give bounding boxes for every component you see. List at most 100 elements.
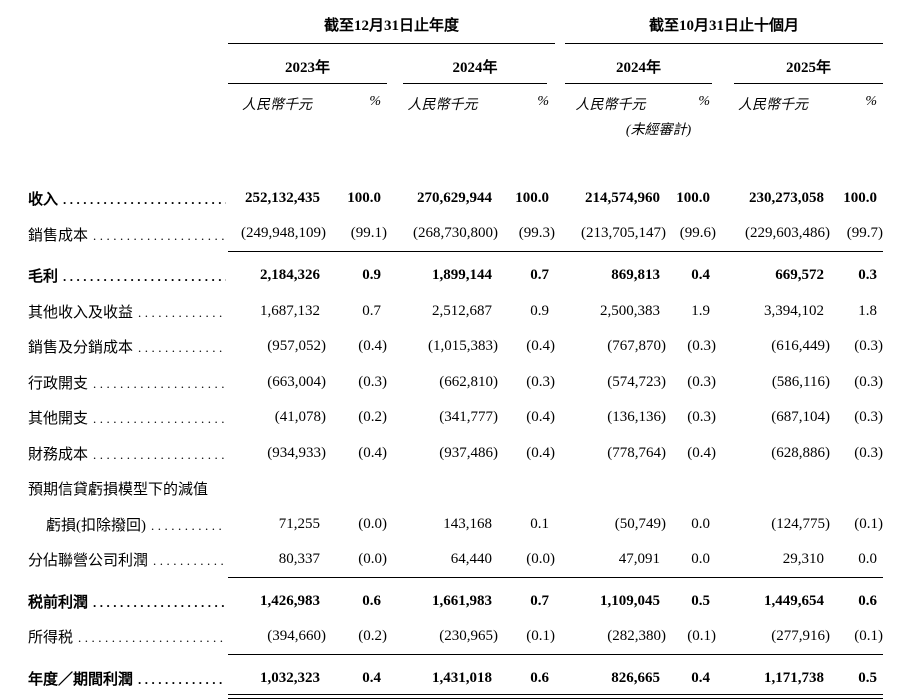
percent-cell-2024-ten-months: (0.3)	[687, 409, 716, 426]
percent-cell-2024-ten-months: 0.0	[691, 515, 710, 532]
amount-cell-2025-ten-months: (277,916)	[716, 619, 830, 655]
amount-cell-2025-ten-months: 3,394,102	[764, 302, 824, 319]
percent-cell-2025-ten-months	[830, 471, 883, 507]
dot-leader	[138, 305, 226, 321]
amount-cell-2024: 270,629,944	[417, 190, 492, 207]
dot-leader	[63, 269, 226, 285]
unit-label-rmb-thousand: 人民幣千元	[407, 98, 478, 113]
amount-cell-2023: 252,132,435	[245, 190, 320, 207]
amount-cell-2024: (937,486)	[439, 444, 498, 461]
percent-cell-2025-ten-months: (0.3)	[854, 444, 883, 461]
amount-cell-2024-ten-months: (50,749)	[614, 515, 666, 532]
row-label-cell: 預期信貸虧損模型下的減值	[28, 471, 228, 507]
percent-cell-2024-ten-months: 0.0	[666, 542, 716, 578]
amount-cell-2025-ten-months	[716, 471, 830, 507]
amount-cell-2024: (341,777)	[439, 409, 498, 426]
table-body: 收入 252,132,435 100.0 270,629,944 100.0 2…	[28, 181, 884, 699]
year-header-2024-ten-months: 2024年	[565, 44, 712, 84]
table-row: 其他收入及收益 1,687,132 0.7 2,512,687 0.9 2,50…	[28, 294, 884, 330]
percent-cell-2024-ten-months: (0.4)	[687, 444, 716, 461]
percent-cell-2025-ten-months: 1.8	[858, 302, 877, 319]
percent-cell-2024: 0.7	[530, 592, 549, 609]
amount-cell-2023: 80,337	[228, 542, 326, 578]
table-row: 分佔聯營公司利潤 80,337 (0.0) 64,440 (0.0) 47,09…	[28, 542, 884, 578]
percent-cell-2023: (0.4)	[358, 444, 387, 461]
amount-cell-2023: 2,184,326	[260, 267, 320, 284]
row-label-cell: 收入	[28, 181, 228, 217]
unit-label-rmb-thousand: 人民幣千元	[242, 98, 312, 113]
table-row: 收入 252,132,435 100.0 270,629,944 100.0 2…	[28, 181, 884, 217]
amount-cell-2023: (957,052)	[267, 338, 326, 355]
row-label: 毛利	[28, 269, 59, 286]
amount-cell-2025-ten-months: 230,273,058	[749, 190, 824, 207]
percent-cell-2024: 0.6	[498, 661, 555, 699]
amount-cell-2024-ten-months	[555, 471, 666, 507]
row-label-cell: 其他收入及收益	[28, 294, 228, 330]
percent-cell-2023: 0.9	[362, 267, 381, 284]
percent-cell-2024-ten-months: (0.3)	[687, 338, 716, 355]
amount-cell-2025-ten-months: (124,775)	[771, 515, 830, 532]
dot-leader	[93, 447, 226, 463]
percent-cell-2023: (0.0)	[358, 515, 387, 532]
amount-cell-2024: 1,431,018	[387, 661, 498, 699]
amount-cell-2024-ten-months: (778,764)	[607, 444, 666, 461]
dot-leader	[151, 518, 226, 534]
percent-cell-2023: (99.1)	[326, 217, 387, 252]
percent-cell-2024: (0.3)	[526, 373, 555, 390]
amount-cell-2025-ten-months: 29,310	[716, 542, 830, 578]
dot-leader	[78, 630, 226, 646]
percent-cell-2024-ten-months: 0.4	[666, 661, 716, 699]
percent-cell-2023: (0.2)	[358, 409, 387, 426]
amount-cell-2025-ten-months: 1,449,654	[764, 592, 824, 609]
dot-leader	[138, 672, 226, 688]
table-row: 所得税 (394,660) (0.2) (230,965) (0.1) (282…	[28, 619, 884, 655]
row-label: 税前利潤	[28, 594, 89, 611]
percent-cell-2024: (99.3)	[498, 217, 555, 252]
amount-cell-2024: (268,730,800)	[387, 217, 498, 252]
row-label-cell: 其他開支	[28, 400, 228, 436]
percent-cell-2025-ten-months: 0.3	[858, 267, 877, 284]
row-label: 所得税	[28, 630, 74, 647]
row-label: 預期信貸虧損模型下的減值	[28, 482, 209, 499]
amount-cell-2024: 1,899,144	[432, 267, 492, 284]
percent-cell-2024-ten-months	[666, 471, 716, 507]
amount-cell-2024-ten-months: 47,091	[555, 542, 666, 578]
percent-cell-2023: (0.2)	[326, 619, 387, 655]
table-row: 毛利 2,184,326 0.9 1,899,144 0.7 869,813 0…	[28, 258, 884, 294]
amount-cell-2023: (663,004)	[267, 373, 326, 390]
percent-cell-2024: (0.4)	[526, 338, 555, 355]
table-row: 虧損(扣除撥回) 71,255 (0.0) 143,168 0.1 (50,74…	[28, 507, 884, 543]
year-header-2025-ten-months: 2025年	[734, 44, 883, 84]
amount-cell-2023: 1,687,132	[260, 302, 320, 319]
percent-cell-2025-ten-months: (0.3)	[854, 373, 883, 390]
percent-cell-2023: 0.4	[326, 661, 387, 699]
row-label: 虧損(扣除撥回)	[46, 517, 146, 534]
percent-cell-2024: 0.9	[530, 302, 549, 319]
year-header-row: 2023年 2024年 2024年 2025年	[28, 44, 884, 84]
amount-cell-2024-ten-months: 869,813	[611, 267, 660, 284]
row-label: 其他收入及收益	[28, 304, 134, 321]
percent-cell-2024: 0.7	[530, 267, 549, 284]
table-row: 財務成本 (934,933) (0.4) (937,486) (0.4) (77…	[28, 436, 884, 472]
dot-leader	[93, 376, 226, 392]
unaudited-note: (未經審計)	[625, 123, 692, 138]
row-label: 銷售成本	[28, 227, 89, 244]
unit-header-row: 人民幣千元 % 人民幣千元 % 人民幣千元 % 人民幣千元 %	[28, 84, 884, 114]
amount-cell-2025-ten-months: (687,104)	[771, 409, 830, 426]
percent-cell-2025-ten-months: 0.5	[830, 661, 883, 699]
percent-cell-2024: (0.4)	[526, 409, 555, 426]
percent-cell-2023: 0.6	[362, 592, 381, 609]
row-label: 其他開支	[28, 411, 89, 428]
year-header-2023: 2023年	[228, 44, 387, 84]
percent-cell-2024: 0.1	[530, 515, 549, 532]
amount-cell-2024-ten-months: 214,574,960	[585, 190, 660, 207]
row-label-cell: 所得税	[28, 619, 228, 655]
amount-cell-2023: 71,255	[278, 515, 320, 532]
percent-cell-2025-ten-months: 0.6	[858, 592, 877, 609]
amount-cell-2024: (662,810)	[439, 373, 498, 390]
period-header-year-ended-dec31: 截至12月31日止年度	[228, 0, 555, 44]
amount-cell-2023: (249,948,109)	[228, 217, 326, 252]
amount-cell-2023: (394,660)	[228, 619, 326, 655]
amount-cell-2024-ten-months: (574,723)	[607, 373, 666, 390]
percent-cell-2024-ten-months: 0.5	[691, 592, 710, 609]
